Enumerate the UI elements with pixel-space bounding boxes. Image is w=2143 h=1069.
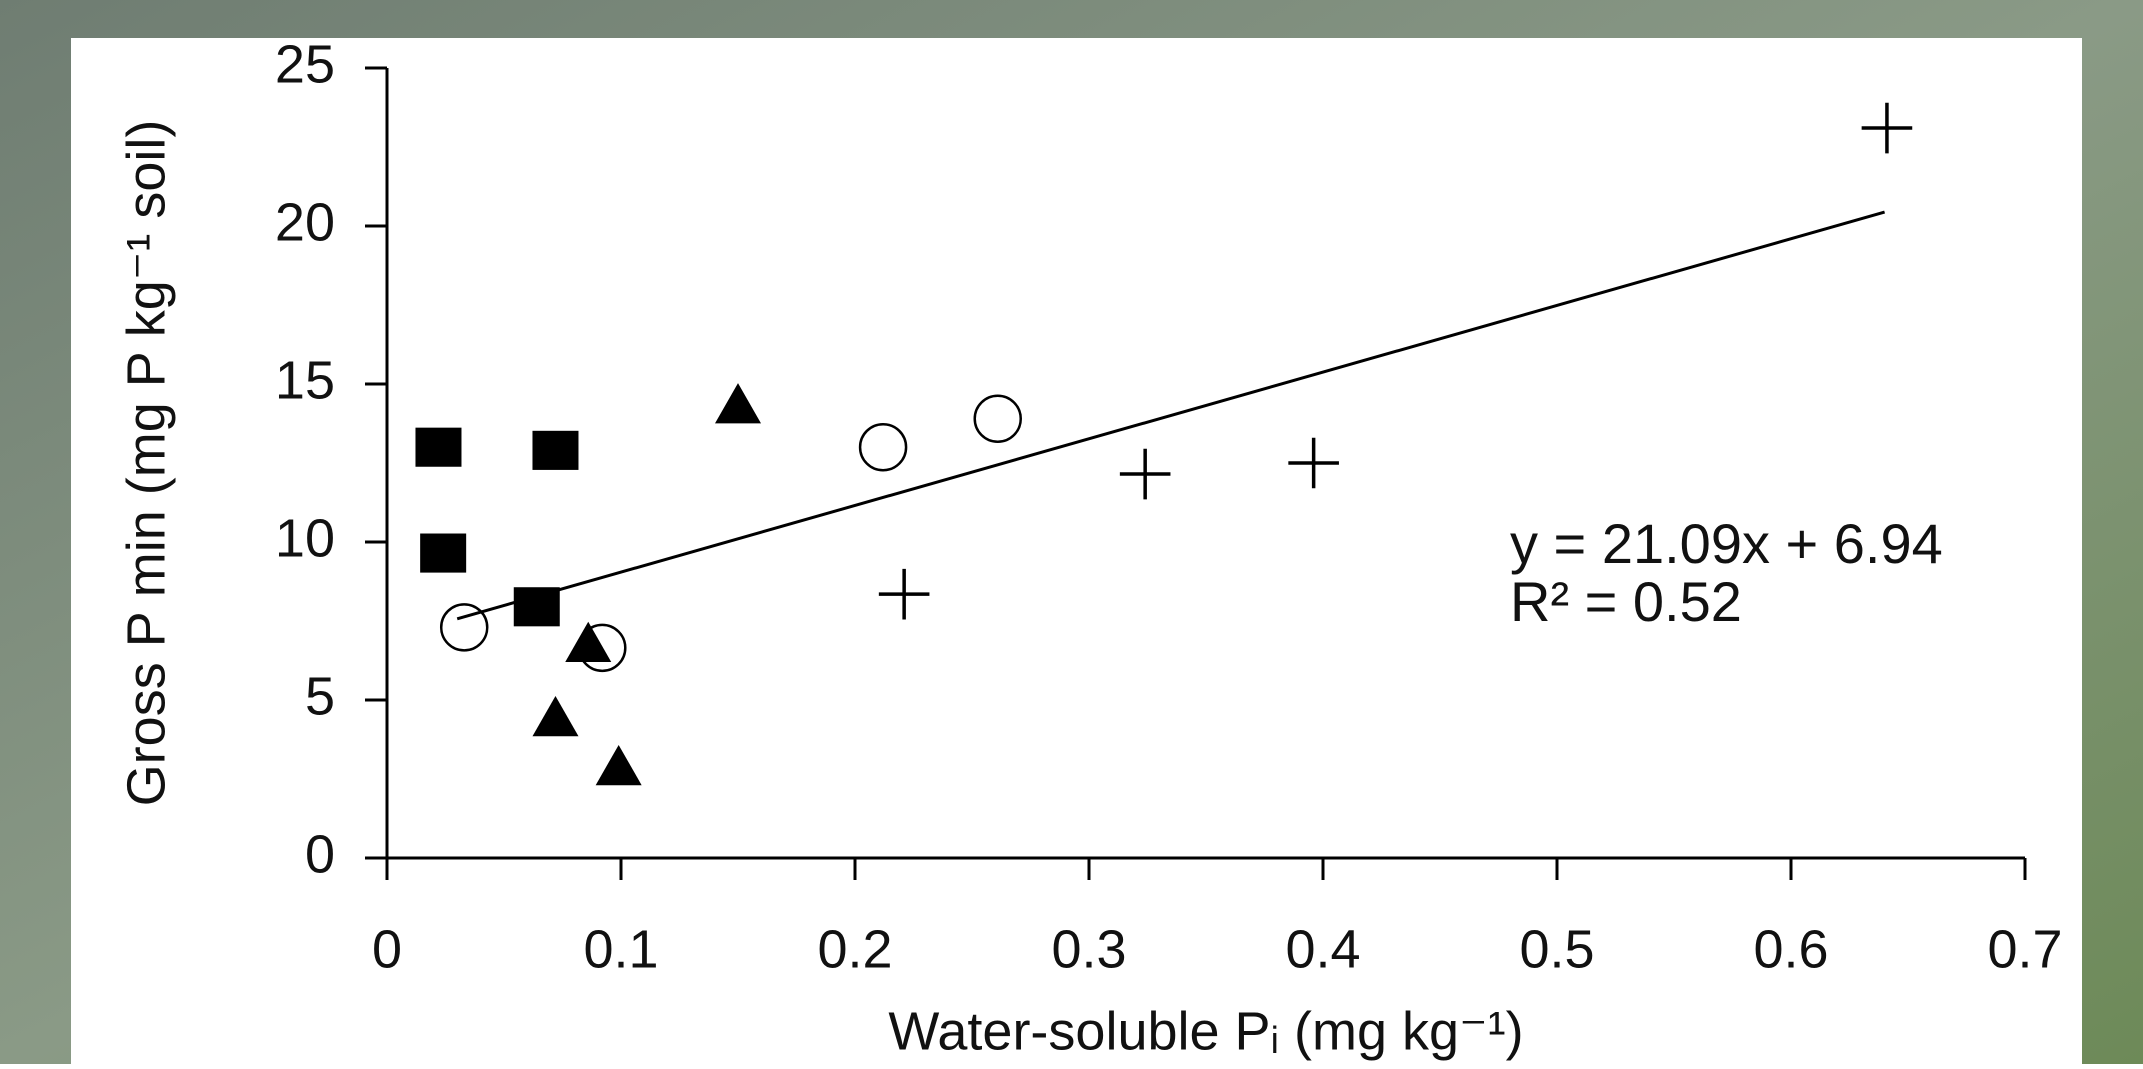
y-tick-label: 25 — [275, 34, 335, 94]
point-square — [420, 533, 467, 573]
point-square — [415, 427, 462, 467]
chart-panel — [71, 38, 2082, 1064]
point-triangle — [532, 695, 579, 737]
y-tick-label: 20 — [275, 192, 335, 252]
x-tick-label: 0.4 — [1285, 919, 1360, 979]
point-plus — [1288, 437, 1339, 489]
point-triangle — [595, 744, 642, 786]
point-circle — [578, 623, 627, 673]
point-square — [532, 430, 579, 470]
y-tick-label: 15 — [275, 350, 335, 410]
y-tick-label: 0 — [305, 824, 335, 884]
x-axis-title: Water-soluble Pᵢ (mg kg⁻¹) — [888, 1001, 1523, 1061]
equation: y = 21.09x + 6.94 — [1510, 512, 1943, 575]
point-square — [513, 587, 560, 627]
x-tick-label: 0.3 — [1051, 919, 1126, 979]
point-circle — [973, 394, 1022, 444]
y-axis-title: Gross P min (mg P kg⁻¹ soil) — [116, 120, 176, 807]
point-circle — [439, 603, 489, 652]
point-plus — [878, 568, 930, 620]
x-tick-label: 0.2 — [817, 919, 892, 979]
y-tick-label: 5 — [305, 666, 335, 726]
point-triangle — [715, 383, 761, 424]
point-circle — [858, 422, 908, 472]
trendline — [456, 210, 1886, 621]
point-plus — [1861, 102, 1913, 154]
y-tick-label: 10 — [275, 508, 335, 568]
x-tick-label: 0 — [372, 919, 402, 979]
x-tick-label: 0.5 — [1519, 919, 1594, 979]
point-triangle — [565, 621, 612, 662]
point-plus — [1119, 448, 1171, 500]
x-tick-label: 0.7 — [1987, 919, 2062, 979]
r-squared: R² = 0.52 — [1510, 570, 1742, 633]
x-tick-label: 0.6 — [1753, 919, 1828, 979]
x-tick-label: 0.1 — [583, 919, 658, 979]
